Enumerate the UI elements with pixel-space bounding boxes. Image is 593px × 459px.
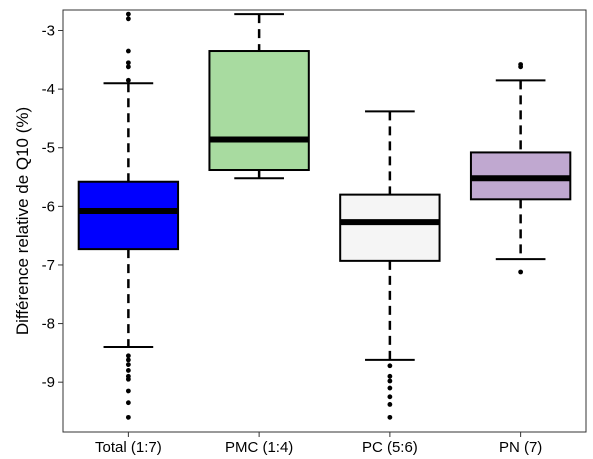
outlier-point: [387, 363, 393, 369]
y-tick-label: -6: [42, 198, 55, 215]
box-iqr: [339, 193, 441, 262]
y-tick-label: -9: [42, 374, 55, 391]
boxes-layer: [77, 11, 572, 420]
y-tick-label: -8: [42, 316, 55, 333]
outlier-point: [125, 368, 131, 373]
outlier-point: [387, 385, 393, 391]
box-group: [208, 13, 310, 180]
y-tick-label: -4: [42, 81, 55, 98]
x-axis: Total (1:7) PMC (1:4) PC (5:6) PN (7): [95, 432, 542, 456]
outlier-point: [125, 64, 131, 70]
box-iqr: [208, 50, 310, 172]
outlier-point: [518, 269, 524, 275]
outlier-point: [125, 388, 131, 394]
outlier-point: [125, 376, 131, 382]
outlier-point: [387, 378, 393, 384]
x-tick-label: PMC (1:4): [225, 439, 293, 456]
y-tick-label: -3: [42, 23, 55, 40]
box-iqr: [77, 180, 180, 251]
outlier-point: [125, 400, 131, 406]
outlier-point: [125, 353, 131, 359]
outlier-point: [518, 64, 524, 70]
y-tick-label: -5: [42, 140, 55, 157]
box-group: [77, 11, 180, 420]
y-tick-label: -7: [42, 257, 55, 274]
box-group: [339, 110, 441, 420]
outlier-point: [387, 414, 393, 420]
outlier-point: [125, 16, 131, 22]
x-tick-label: PN (7): [499, 439, 542, 456]
outlier-point: [125, 357, 131, 363]
outlier-point: [125, 48, 131, 54]
outlier-point: [125, 11, 131, 17]
x-tick-label: PC (5:6): [362, 439, 418, 456]
x-tick-label: Total (1:7): [95, 439, 162, 456]
outlier-point: [387, 373, 393, 379]
outlier-point: [125, 362, 131, 367]
y-axis-title: Différence relative de Q10 (%): [13, 107, 32, 335]
outlier-point: [387, 394, 393, 400]
outlier-point: [125, 414, 131, 420]
outlier-point: [125, 77, 131, 83]
outlier-point: [387, 402, 393, 407]
outlier-point: [125, 60, 131, 66]
box-group: [469, 62, 572, 275]
y-axis: -9 -8 -7 -6 -5 -4 -3: [42, 23, 63, 391]
